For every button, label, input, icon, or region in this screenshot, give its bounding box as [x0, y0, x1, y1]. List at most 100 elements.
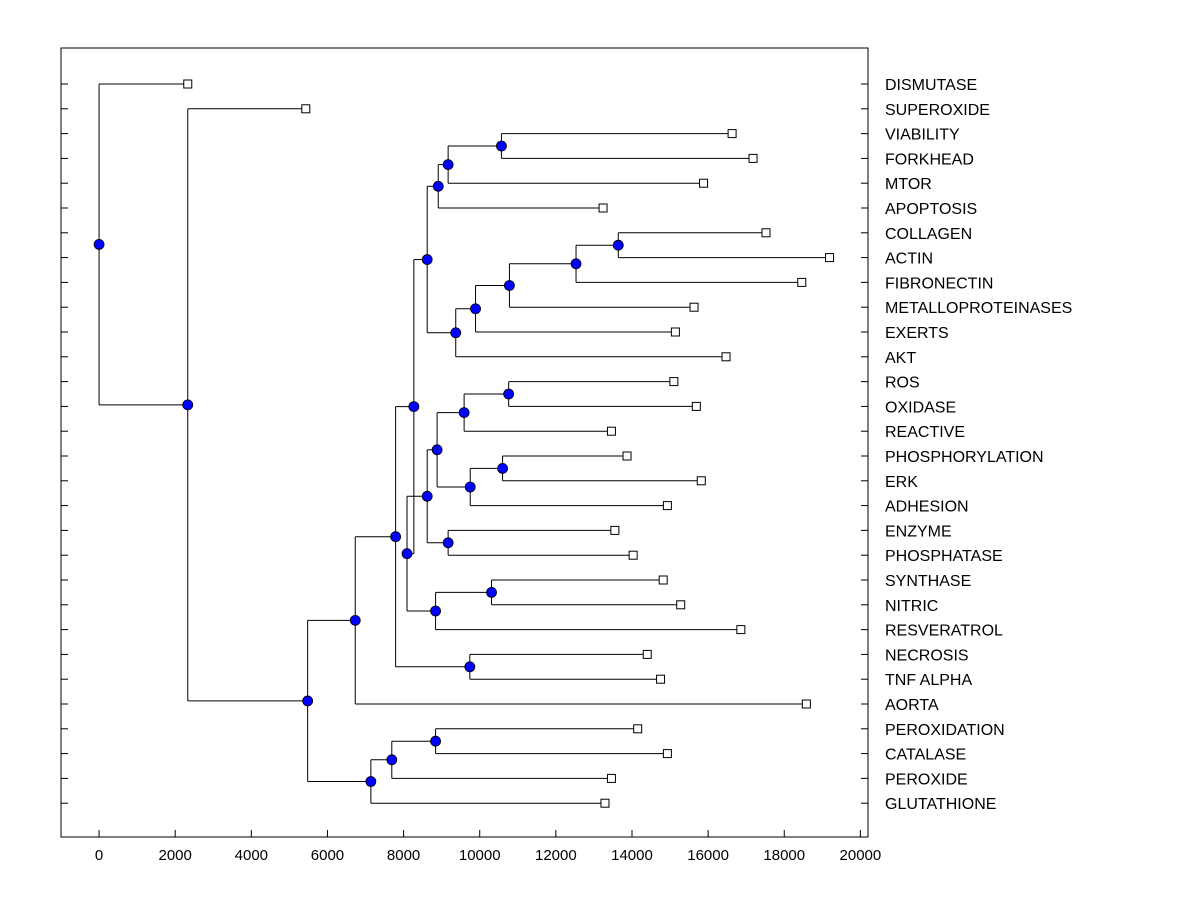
leaf-label-peroxide: PEROXIDE: [885, 771, 968, 788]
leaf-label-resveratrol: RESVERATROL: [885, 623, 1003, 640]
merge-node-n15: [442, 537, 454, 549]
merge-node-n13: [464, 481, 476, 493]
leaf-marker-ros: [669, 377, 679, 387]
leaf-marker-metalloproteinases: [689, 302, 699, 312]
leaf-label-catalase: CATALASE: [885, 747, 966, 764]
merge-node-n12: [497, 462, 508, 474]
leaf-marker-dismutase: [183, 79, 193, 89]
leaf-label-glutathione: GLUTATHIONE: [885, 796, 996, 813]
merge-node-n1: [496, 140, 507, 152]
leaf-label-viability: VIABILITY: [885, 127, 960, 144]
leaf-marker-tnf-alpha: [656, 674, 666, 684]
merge-node-n18: [430, 605, 441, 617]
leaf-marker-adhesion: [662, 501, 672, 511]
merge-node-n19: [401, 548, 413, 560]
leaf-label-apoptosis: APOPTOSIS: [885, 201, 977, 218]
leaf-marker-collagen: [761, 228, 771, 238]
merge-node-n25: [386, 754, 398, 766]
merge-node-n11: [458, 407, 470, 419]
x-tick-label-12000: 12000: [535, 847, 577, 864]
x-ticks-group: 0 2000 4000 6000 8000 10000 12000 14000 16000 180…: [95, 830, 881, 864]
merge-node-n26: [365, 776, 377, 787]
leaf-label-peroxidation: PEROXIDATION: [885, 722, 1005, 739]
leaf-label-collagen: COLLAGEN: [885, 226, 972, 243]
merge-node-n7: [470, 303, 481, 315]
merge-node-n3: [432, 180, 444, 192]
merge-node-n17: [486, 587, 497, 598]
leaf-label-tnf-alpha: TNF ALPHA: [885, 672, 972, 689]
merge-node-n6: [504, 280, 515, 291]
nodes-group: [93, 140, 624, 787]
y-ticks-group: [61, 83, 868, 804]
leaf-label-akt: AKT: [885, 350, 916, 367]
x-tick-label-4000: 4000: [235, 847, 268, 864]
leaf-marker-apoptosis: [598, 203, 608, 213]
x-tick-label-16000: 16000: [687, 847, 729, 864]
leaf-marker-forkhead: [748, 153, 758, 163]
leaf-marker-mtor: [699, 178, 709, 188]
leaf-label-erk: ERK: [885, 474, 918, 491]
leaves-group: [183, 79, 835, 808]
merge-node-n14: [431, 444, 443, 456]
leaf-label-phosphorylation: PHOSPHORYLATION: [885, 449, 1044, 466]
leaf-label-oxidase: OXIDASE: [885, 399, 956, 416]
leaf-label-exerts: EXERTS: [885, 325, 949, 342]
leaf-labels-group: DISMUTASE SUPEROXIDE VIABILITY FORKHEAD MTOR…: [885, 77, 1072, 813]
leaf-marker-phosphatase: [628, 550, 638, 560]
leaf-label-phosphatase: PHOSPHATASE: [885, 548, 1003, 565]
merge-node-n16: [421, 490, 433, 502]
merge-node-n22: [390, 531, 402, 543]
x-tick-label-8000: 8000: [387, 847, 420, 864]
leaf-label-aorta: AORTA: [885, 697, 939, 714]
merge-node-n5: [570, 258, 582, 270]
x-tick-label-2000: 2000: [159, 847, 192, 864]
leaf-marker-peroxide: [606, 773, 616, 783]
merge-node-n23: [349, 614, 361, 626]
leaf-marker-synthase: [658, 575, 668, 585]
x-tick-label-6000: 6000: [311, 847, 344, 864]
merge-node-n24: [430, 735, 441, 747]
x-tick-label-0: 0: [95, 847, 103, 864]
merge-node-n8: [450, 327, 462, 339]
leaf-label-reactive: REACTIVE: [885, 424, 965, 441]
plot-frame: [60, 47, 869, 838]
merge-node-n21: [464, 661, 476, 673]
merge-node-n9: [421, 254, 433, 265]
leaf-label-necrosis: NECROSIS: [885, 647, 969, 664]
leaf-marker-actin: [825, 253, 835, 263]
leaf-marker-superoxide: [301, 104, 311, 114]
leaf-marker-reactive: [606, 426, 616, 436]
leaf-marker-oxidase: [691, 401, 701, 411]
x-tick-label-10000: 10000: [459, 847, 501, 864]
leaf-marker-enzyme: [610, 525, 620, 535]
leaf-marker-necrosis: [642, 649, 652, 659]
leaf-label-mtor: MTOR: [885, 176, 932, 193]
merge-node-n29: [93, 239, 105, 250]
leaf-marker-phosphorylation: [622, 451, 632, 461]
leaf-label-nitric: NITRIC: [885, 598, 938, 615]
leaf-label-forkhead: FORKHEAD: [885, 151, 974, 168]
merge-node-n20: [408, 401, 420, 412]
links-group: [98, 83, 830, 804]
leaf-label-synthase: SYNTHASE: [885, 573, 971, 590]
leaf-label-fibronectin: FIBRONECTIN: [885, 275, 993, 292]
merge-node-n4: [612, 239, 624, 251]
leaf-marker-catalase: [662, 749, 672, 759]
merge-node-n27: [302, 695, 314, 707]
leaf-label-enzyme: ENZYME: [885, 523, 952, 540]
leaf-marker-exerts: [670, 327, 680, 337]
leaf-label-adhesion: ADHESION: [885, 499, 969, 516]
merge-node-n28: [182, 399, 194, 411]
x-tick-label-14000: 14000: [611, 847, 653, 864]
leaf-marker-peroxidation: [633, 724, 643, 734]
leaf-label-dismutase: DISMUTASE: [885, 77, 977, 94]
leaf-marker-resveratrol: [736, 625, 746, 635]
leaf-label-superoxide: SUPEROXIDE: [885, 102, 990, 119]
leaf-marker-viability: [727, 129, 737, 139]
merge-node-n10: [503, 388, 515, 400]
leaf-label-actin: ACTIN: [885, 251, 933, 268]
x-tick-label-20000: 20000: [840, 847, 882, 864]
leaf-marker-fibronectin: [797, 277, 807, 287]
leaf-marker-erk: [696, 476, 706, 486]
